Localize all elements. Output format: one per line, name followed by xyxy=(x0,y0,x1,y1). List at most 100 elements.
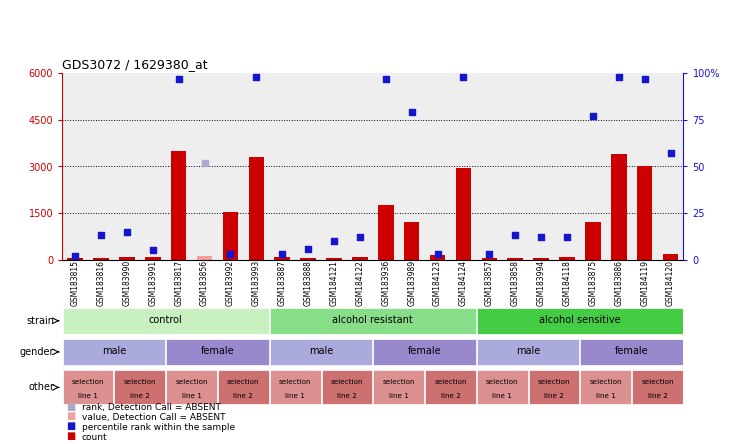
Text: female: female xyxy=(201,346,234,356)
Text: line 1: line 1 xyxy=(285,392,305,399)
Bar xyxy=(611,154,626,260)
Point xyxy=(173,75,184,83)
Point xyxy=(199,159,211,166)
Bar xyxy=(67,258,83,260)
Text: line 2: line 2 xyxy=(441,392,461,399)
Text: line 2: line 2 xyxy=(544,392,564,399)
Point xyxy=(510,232,521,239)
Text: ■: ■ xyxy=(66,401,75,412)
Bar xyxy=(374,339,476,365)
Bar xyxy=(94,258,109,260)
Text: GSM183817: GSM183817 xyxy=(174,260,183,306)
Text: gender: gender xyxy=(20,347,54,357)
Text: GSM183887: GSM183887 xyxy=(278,260,287,306)
Text: count: count xyxy=(82,433,107,442)
Text: GSM184122: GSM184122 xyxy=(355,260,364,305)
Text: GSM183994: GSM183994 xyxy=(537,260,545,306)
Text: GSM184121: GSM184121 xyxy=(330,260,338,305)
Point xyxy=(587,113,599,120)
Text: selection: selection xyxy=(279,379,311,385)
Text: GSM183888: GSM183888 xyxy=(303,260,313,305)
Bar xyxy=(218,370,269,404)
Text: GSM183993: GSM183993 xyxy=(251,260,261,306)
Bar xyxy=(534,258,549,260)
Text: selection: selection xyxy=(538,379,570,385)
Point xyxy=(95,232,107,239)
Bar xyxy=(477,308,683,334)
Bar xyxy=(352,257,368,260)
Point xyxy=(561,234,573,241)
Text: GSM183816: GSM183816 xyxy=(96,260,105,306)
Bar xyxy=(166,370,217,404)
Text: selection: selection xyxy=(227,379,260,385)
Text: line 2: line 2 xyxy=(648,392,667,399)
Bar xyxy=(145,257,161,260)
Text: GSM183815: GSM183815 xyxy=(71,260,80,306)
Point xyxy=(458,73,469,80)
Bar xyxy=(270,370,320,404)
Text: GSM183886: GSM183886 xyxy=(614,260,624,306)
Text: GSM183992: GSM183992 xyxy=(226,260,235,306)
Text: selection: selection xyxy=(590,379,622,385)
Bar xyxy=(63,370,113,404)
Text: GSM184124: GSM184124 xyxy=(459,260,468,306)
Text: male: male xyxy=(516,346,540,356)
Bar xyxy=(455,168,471,260)
Bar xyxy=(425,370,476,404)
Bar xyxy=(115,370,165,404)
Point xyxy=(613,73,624,80)
Text: GSM184119: GSM184119 xyxy=(640,260,649,306)
Text: ■: ■ xyxy=(66,431,75,441)
Text: line 1: line 1 xyxy=(492,392,512,399)
Text: male: male xyxy=(102,346,126,356)
Point xyxy=(664,150,676,157)
Point xyxy=(432,250,444,258)
Text: GSM183989: GSM183989 xyxy=(407,260,416,306)
Point xyxy=(328,238,340,245)
Point xyxy=(276,250,288,258)
Text: line 1: line 1 xyxy=(596,392,616,399)
Bar xyxy=(374,370,424,404)
Text: GSM184120: GSM184120 xyxy=(666,260,675,306)
Point xyxy=(406,109,417,116)
Text: alcohol sensitive: alcohol sensitive xyxy=(539,315,621,325)
Text: alcohol resistant: alcohol resistant xyxy=(333,315,413,325)
Bar xyxy=(63,308,269,334)
Bar xyxy=(223,212,238,260)
Text: GSM183856: GSM183856 xyxy=(200,260,209,306)
Bar xyxy=(507,258,523,260)
Text: GDS3072 / 1629380_at: GDS3072 / 1629380_at xyxy=(62,58,208,71)
Bar xyxy=(580,370,631,404)
Bar xyxy=(270,308,476,334)
Text: rank, Detection Call = ABSENT: rank, Detection Call = ABSENT xyxy=(82,404,221,412)
Text: value, Detection Call = ABSENT: value, Detection Call = ABSENT xyxy=(82,413,225,422)
Text: ■: ■ xyxy=(66,411,75,421)
Text: ■: ■ xyxy=(66,421,75,431)
Text: GSM183991: GSM183991 xyxy=(148,260,157,306)
Text: other: other xyxy=(29,382,54,392)
Text: GSM183875: GSM183875 xyxy=(588,260,597,306)
Text: strain: strain xyxy=(26,316,54,326)
Bar xyxy=(580,339,683,365)
Text: male: male xyxy=(309,346,333,356)
Point xyxy=(354,234,366,241)
Point xyxy=(639,75,651,83)
Text: GSM183990: GSM183990 xyxy=(122,260,132,306)
Point xyxy=(69,253,81,260)
Point xyxy=(251,73,262,80)
Point xyxy=(121,228,133,235)
Bar xyxy=(274,257,290,260)
Bar xyxy=(300,258,316,260)
Point xyxy=(380,75,392,83)
Point xyxy=(147,247,159,254)
Text: female: female xyxy=(408,346,442,356)
Text: percentile rank within the sample: percentile rank within the sample xyxy=(82,423,235,432)
Text: selection: selection xyxy=(175,379,208,385)
Bar xyxy=(585,222,601,260)
Text: selection: selection xyxy=(124,379,156,385)
Bar xyxy=(119,257,135,260)
Text: GSM184118: GSM184118 xyxy=(562,260,572,305)
Text: line 2: line 2 xyxy=(337,392,357,399)
Text: GSM183858: GSM183858 xyxy=(511,260,520,306)
Text: selection: selection xyxy=(330,379,363,385)
